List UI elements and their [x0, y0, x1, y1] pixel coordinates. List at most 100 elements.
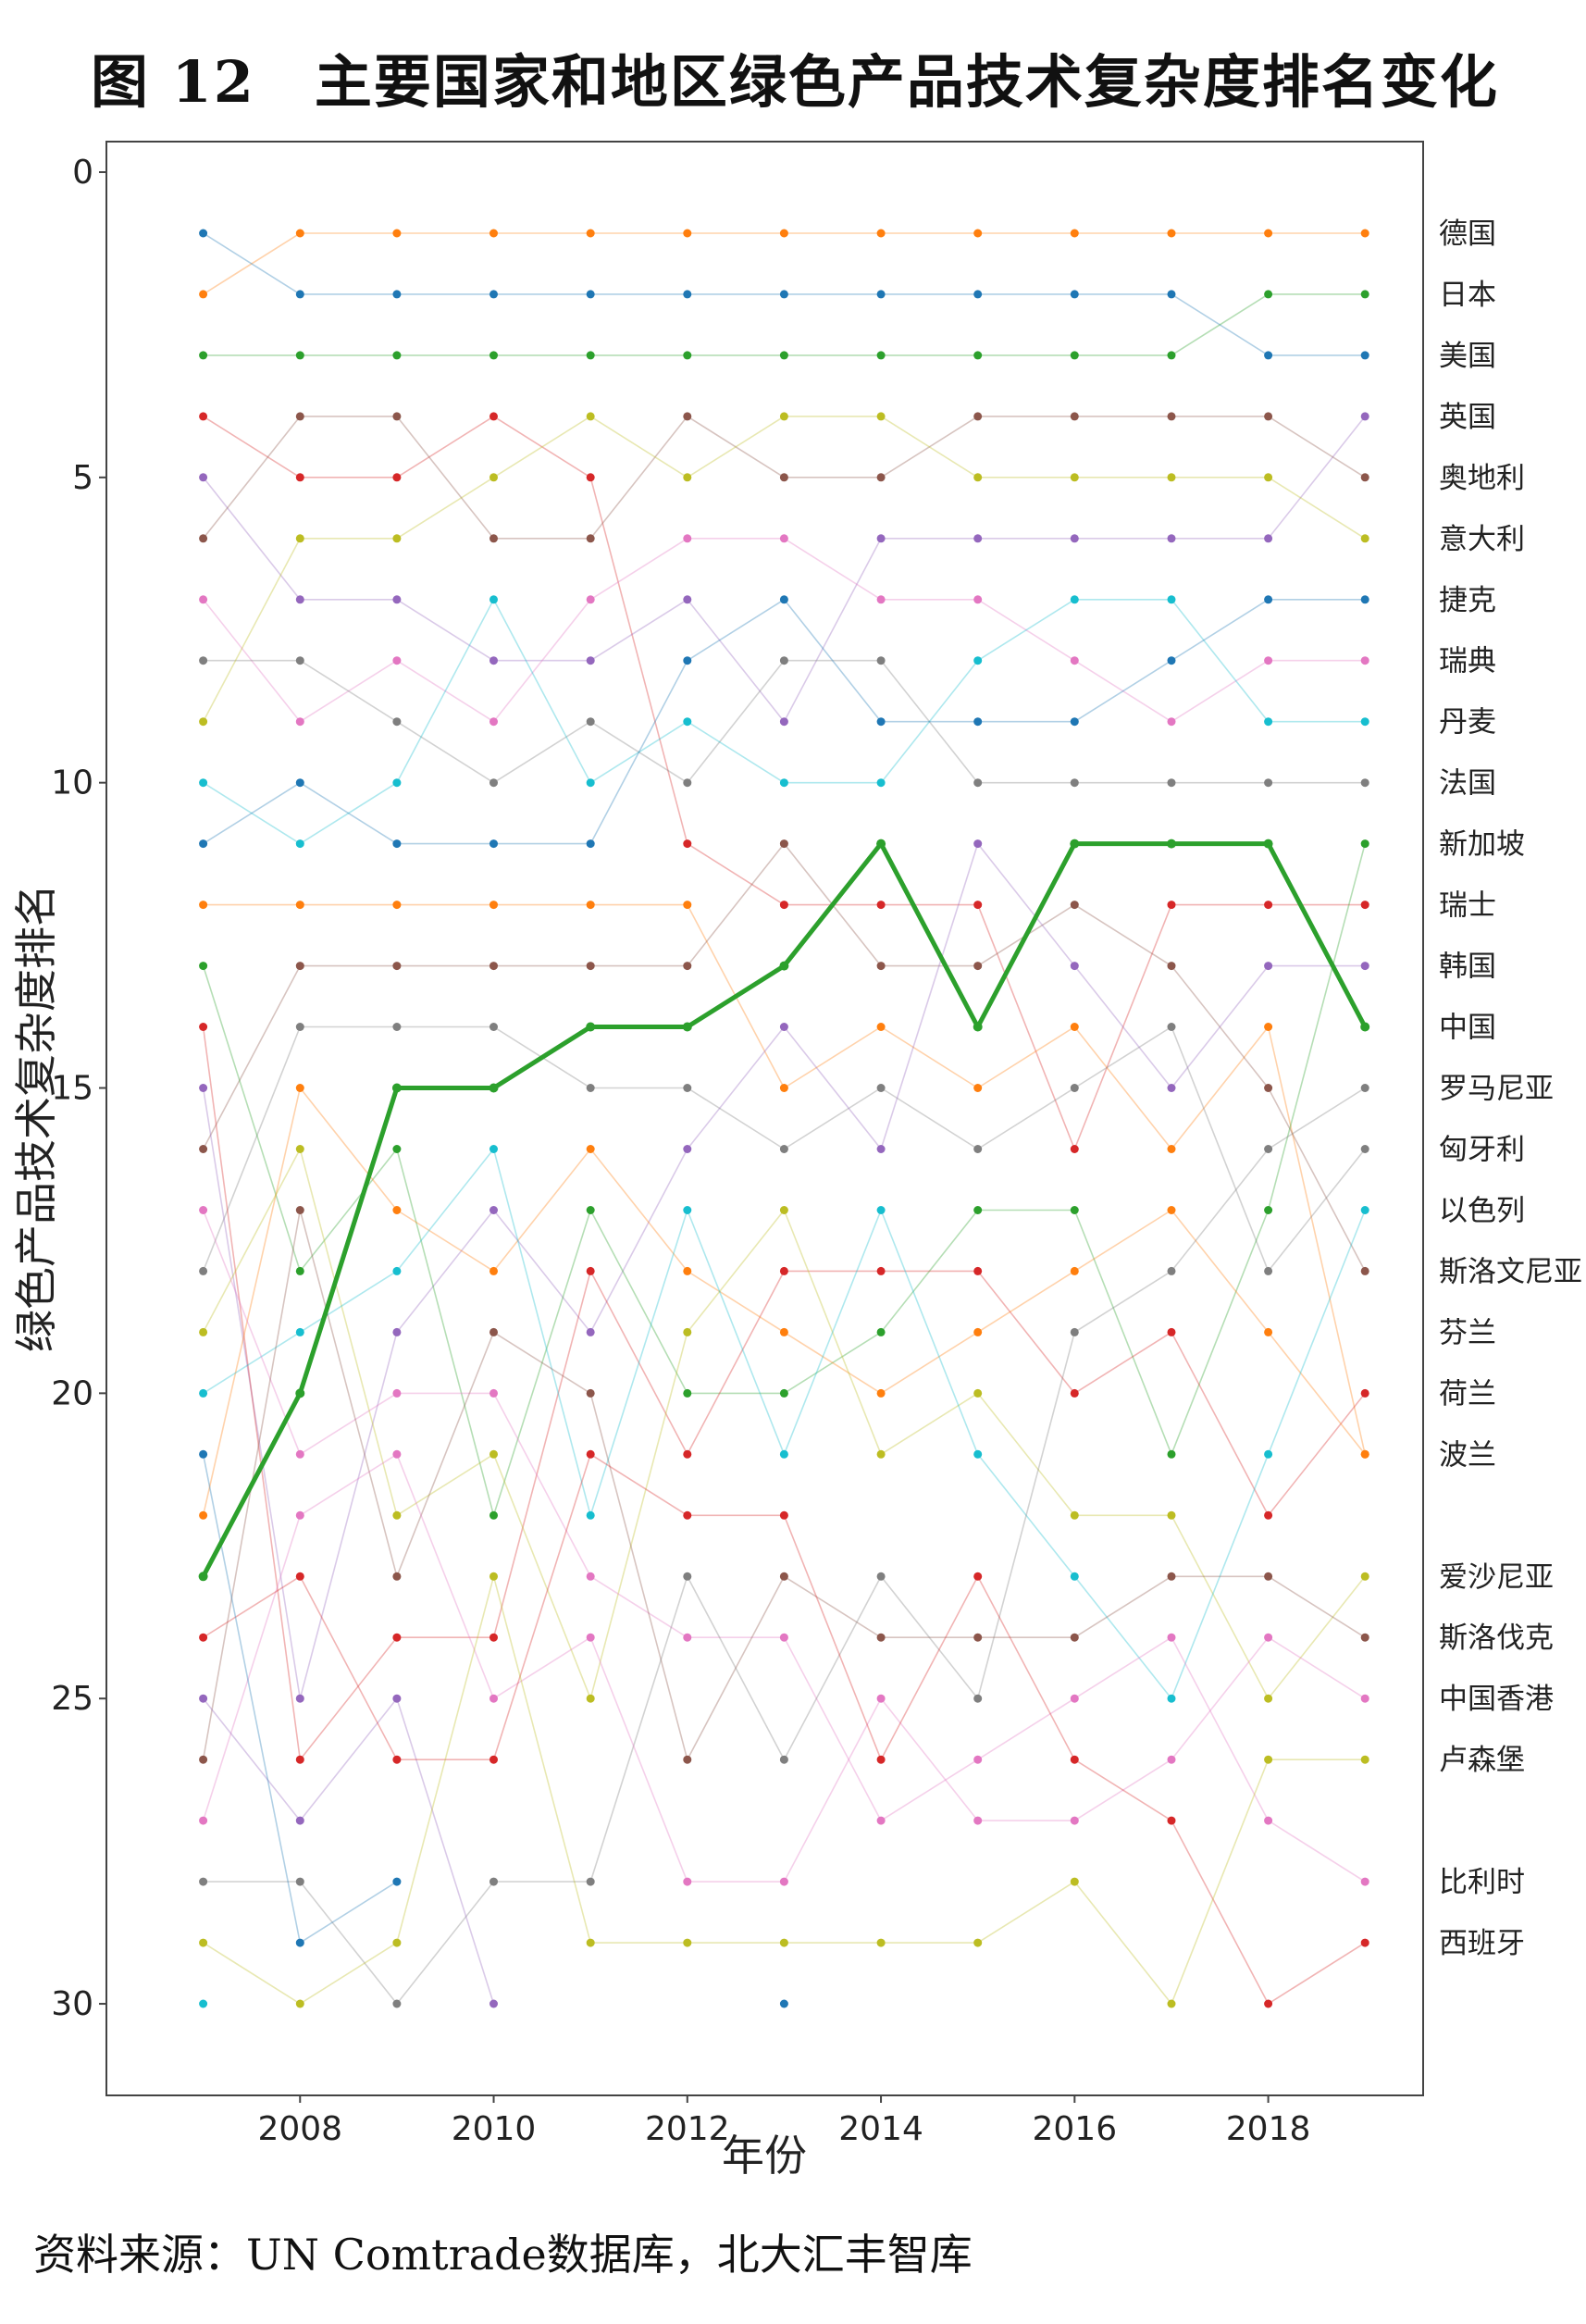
rank-label-14: 罗马尼亚	[1439, 1073, 1554, 1106]
data-point-11-2009	[392, 901, 402, 910]
data-point-7-2014	[876, 656, 886, 665]
data-point-21-2014	[876, 1633, 886, 1642]
data-point-25-2015	[973, 1572, 983, 1581]
data-point-11-2015	[973, 1084, 983, 1092]
data-point-26-2011	[586, 1938, 595, 1947]
data-point-17-2009	[392, 1206, 402, 1214]
data-point-7-2016	[1070, 778, 1079, 788]
series-line-0-0	[203, 232, 1366, 295]
data-point-6-2017	[1167, 717, 1176, 727]
data-point-2-2019	[1360, 290, 1369, 299]
data-point-25-2016	[1070, 1755, 1079, 1764]
data-point-5-2014	[876, 473, 886, 482]
data-point-29-2007	[198, 1572, 208, 1582]
data-point-10-2012	[683, 656, 692, 665]
data-point-16-2009	[392, 1633, 402, 1642]
data-point-29-2012	[682, 1022, 692, 1032]
data-point-22-2016	[1070, 1327, 1079, 1336]
data-point-20-2007	[199, 1206, 208, 1214]
data-point-17-2007	[199, 1510, 208, 1520]
right-rank-labels: 德国日本美国英国奥地利意大利捷克瑞典丹麦法国新加坡瑞士韩国中国罗马尼亚匈牙利以色…	[1439, 217, 1582, 1960]
data-point-25-2007	[199, 1633, 208, 1642]
x-tick-label-2018: 2018	[1226, 2110, 1311, 2148]
data-point-0-2019	[1360, 229, 1369, 238]
data-point-3-2016	[1070, 1145, 1079, 1153]
series-line-21-0	[202, 1209, 1366, 1760]
data-point-18-2014	[876, 1449, 886, 1459]
data-point-29-2019	[1360, 1022, 1370, 1032]
x-axis-ticks: 2008 2010 2012 2014 2016 2018	[257, 2095, 1310, 2148]
data-point-9-2018	[1264, 717, 1273, 727]
x-tick-label-2010: 2010	[452, 2110, 537, 2148]
data-point-23-2009	[392, 1449, 402, 1459]
data-point-22-2019	[1360, 1084, 1369, 1092]
data-point-18-2017	[1167, 1510, 1176, 1520]
data-point-9-2013	[779, 778, 788, 788]
rank-label-23: 中国香港	[1439, 1683, 1554, 1716]
data-point-21-2019	[1360, 1633, 1369, 1642]
data-point-15-2019	[1360, 839, 1369, 849]
data-point-8-2015	[973, 473, 983, 482]
data-point-1-2012	[683, 290, 692, 299]
data-point-12-2012	[683, 962, 692, 971]
data-point-7-2011	[586, 717, 595, 727]
data-point-26-2016	[1070, 1877, 1079, 1886]
data-point-15-2014	[876, 1327, 886, 1336]
data-point-9-2011	[586, 778, 595, 788]
rank-label-18: 芬兰	[1439, 1316, 1496, 1349]
data-point-0-2009	[392, 229, 402, 238]
y-tick-label-20: 20	[51, 1374, 93, 1412]
data-point-25-2012	[683, 1510, 692, 1520]
data-point-14-2014	[876, 1145, 886, 1153]
data-point-22-2008	[295, 1877, 304, 1886]
data-point-23-2017	[1167, 1755, 1176, 1764]
y-tick-label-30: 30	[51, 1985, 93, 2023]
x-tick-label-2014: 2014	[838, 2110, 923, 2148]
data-point-7-2017	[1167, 778, 1176, 788]
data-point-8-2013	[779, 412, 788, 421]
data-point-18-2011	[586, 1694, 595, 1703]
data-point-4-2019	[1360, 412, 1369, 421]
data-point-13-2018	[1264, 1266, 1273, 1275]
data-point-3-2009	[392, 473, 402, 482]
data-point-1-2016	[1070, 290, 1079, 299]
rank-label-7: 瑞典	[1439, 645, 1496, 678]
series-line-11-0	[203, 903, 1366, 1455]
data-point-19-2017	[1167, 1694, 1176, 1703]
rank-label-9: 法国	[1439, 767, 1496, 801]
data-point-6-2010	[489, 717, 498, 727]
data-point-20-2014	[876, 1816, 886, 1825]
data-point-26-2019	[1360, 1755, 1369, 1764]
data-point-29-2014	[876, 839, 886, 849]
data-point-19-2013	[779, 1449, 788, 1459]
data-point-5-2019	[1360, 473, 1369, 482]
data-point-3-2017	[1167, 901, 1176, 910]
data-point-23-2012	[683, 1877, 692, 1886]
data-point-28-2007	[199, 1999, 208, 2008]
data-point-12-2011	[586, 962, 595, 971]
data-point-14-2012	[683, 1145, 692, 1153]
data-point-11-2014	[876, 1023, 886, 1031]
data-point-1-2013	[779, 290, 788, 299]
data-point-2-2009	[392, 351, 402, 360]
data-point-4-2008	[295, 595, 304, 604]
data-point-26-2017	[1167, 1999, 1176, 2008]
data-point-14-2017	[1167, 1084, 1176, 1092]
data-point-10-2013	[779, 595, 788, 604]
data-point-4-2014	[876, 534, 886, 543]
data-point-13-2015	[973, 1145, 983, 1153]
data-point-11-2007	[199, 901, 208, 910]
series-points	[198, 229, 1370, 2008]
data-point-9-2017	[1167, 595, 1176, 604]
data-point-2-2007	[199, 351, 208, 360]
data-point-8-2010	[489, 473, 498, 482]
data-point-20-2012	[683, 1633, 692, 1642]
data-point-20-2018	[1264, 1816, 1273, 1825]
data-point-12-2015	[973, 962, 983, 971]
data-point-15-2015	[973, 1206, 983, 1214]
data-point-16-2008	[295, 1755, 304, 1764]
data-point-13-2014	[876, 1084, 886, 1092]
data-point-17-2019	[1360, 1449, 1369, 1459]
data-point-19-2019	[1360, 1206, 1369, 1214]
data-point-14-2007	[199, 1084, 208, 1092]
